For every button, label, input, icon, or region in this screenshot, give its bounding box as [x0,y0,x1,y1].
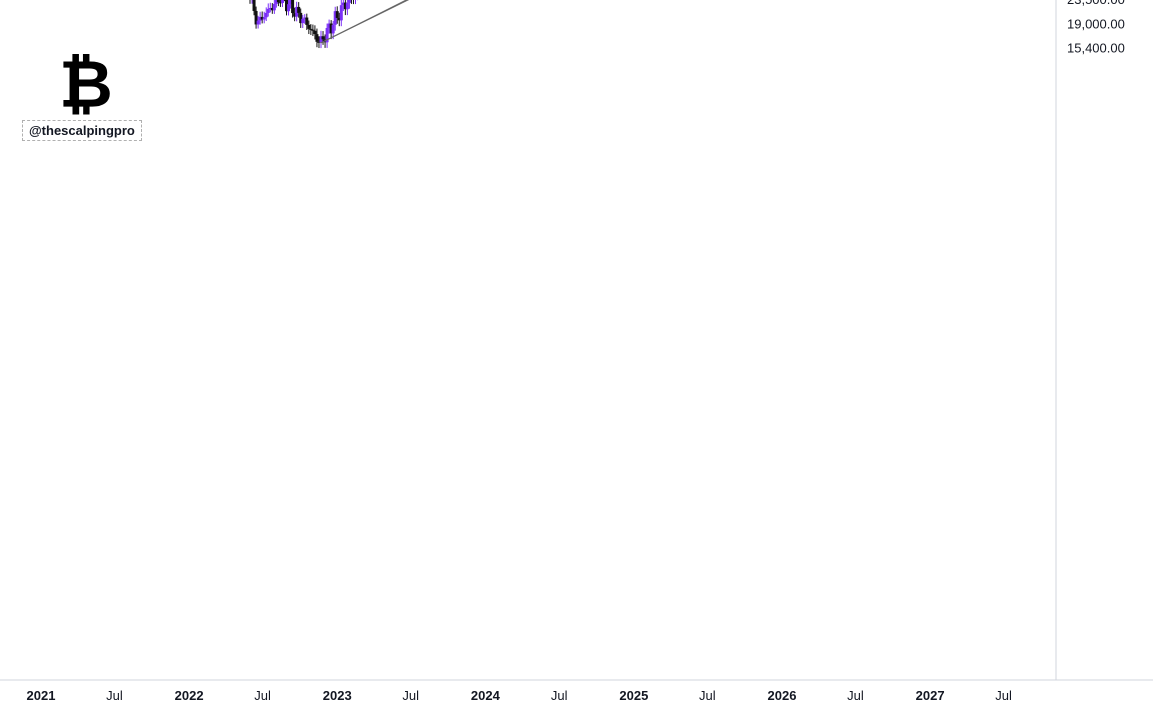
candle [264,12,268,18]
candle [335,11,339,18]
candle [333,11,337,25]
candle [297,6,301,13]
candle [303,17,307,19]
x-tick-label: Jul [402,688,419,703]
candle [343,2,347,10]
candle [319,36,323,43]
y-tick-label: 19,000.00 [1067,16,1125,31]
candle [345,2,349,10]
candle [291,0,295,14]
candle [270,7,274,11]
y-tick-label: 23,500.00 [1067,0,1125,7]
candle [260,16,264,20]
x-tick-label: 2025 [619,688,648,703]
x-tick-label: 2023 [323,688,352,703]
candle [313,30,317,35]
candle [307,24,311,29]
candle [339,5,343,21]
x-tick-label: 2026 [768,688,797,703]
candle [331,24,335,34]
candle [287,4,291,12]
candle [305,17,309,25]
candle [268,7,272,9]
x-tick-label: 2022 [175,688,204,703]
candle [311,29,315,31]
candle [262,17,266,20]
support-line [324,0,410,42]
x-tick-label: Jul [699,688,716,703]
candle [309,28,313,30]
candle [321,36,325,40]
x-tick-label: Jul [847,688,864,703]
candle [315,34,319,42]
x-tick-label: 2024 [471,688,501,703]
candle [256,20,260,25]
candle [285,0,289,12]
candle [299,12,303,24]
candle [341,2,345,6]
support-line [320,0,408,44]
x-tick-label: 2027 [916,688,945,703]
x-tick-label: Jul [995,688,1012,703]
candle [325,27,329,43]
x-axis[interactable]: 2021 Jul 2022 Jul 2023 Jul 2024 Jul 2025 Jul 2026 J… [27,688,1012,703]
x-tick-label: Jul [254,688,271,703]
candle [252,0,256,11]
x-tick-label: Jul [106,688,123,703]
candle [254,10,258,25]
candle [295,6,299,17]
x-tick-label: 2021 [27,688,56,703]
candle [258,16,262,21]
candle [272,3,276,11]
candle [337,17,341,21]
candle [317,41,321,43]
candle [289,0,293,5]
x-tick-label: Jul [551,688,568,703]
candle [266,8,270,13]
y-tick-label: 15,400.00 [1067,40,1125,55]
candle [327,23,331,28]
candle [278,2,282,4]
candle [276,0,280,3]
candle [280,0,284,3]
brand-handle: @thescalpingpro [22,120,142,141]
candle [274,0,278,4]
candle [329,23,333,34]
candle [347,0,351,3]
candle [301,18,305,24]
y-axis[interactable]: 520,000.00420,000.00340,000.00280,000.00… [1067,0,1132,55]
candle [293,13,297,17]
bitcoin-icon: ₿ [59,46,113,123]
